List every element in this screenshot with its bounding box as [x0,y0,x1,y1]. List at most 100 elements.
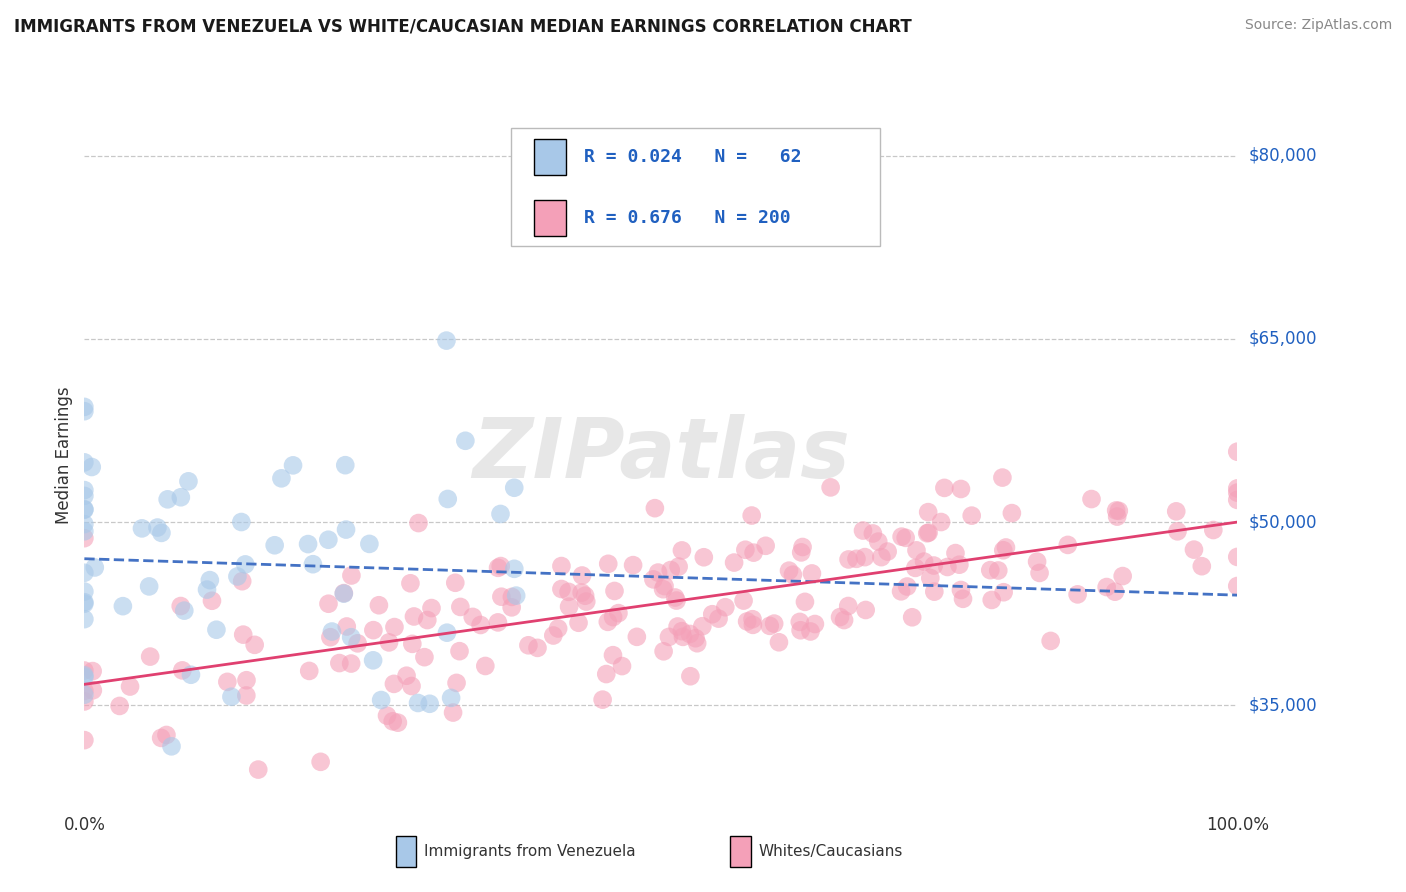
Point [73,524,96,539]
Point [73,400,96,414]
Point [83,560,105,574]
Point [1166,504,1188,518]
Point [890,530,912,544]
Point [172,664,194,678]
Point [652,644,675,658]
Point [644,501,666,516]
Point [1080,491,1102,506]
Point [896,580,918,594]
Text: R = 0.676   N = 200: R = 0.676 N = 200 [583,210,790,227]
Point [1001,506,1024,520]
Point [1104,584,1126,599]
Point [929,515,952,529]
Point [370,693,392,707]
Point [741,612,763,626]
Point [741,508,763,523]
Point [574,589,596,603]
Point [235,673,257,688]
Point [381,714,404,729]
Point [804,617,827,632]
Point [1056,538,1078,552]
Point [838,552,860,566]
Point [799,624,821,639]
Point [420,601,443,615]
Point [233,558,256,572]
Point [934,481,956,495]
FancyBboxPatch shape [730,836,751,867]
Point [501,600,523,615]
Point [73,483,96,497]
Point [150,731,173,745]
Point [297,537,319,551]
Point [945,546,967,560]
Point [73,566,96,580]
Point [486,561,509,575]
Point [571,568,593,582]
Point [1182,542,1205,557]
Point [150,525,173,540]
Text: $35,000: $35,000 [1249,696,1317,714]
Point [399,576,422,591]
Point [901,610,924,624]
Point [73,455,96,469]
Point [679,669,702,683]
Point [470,618,492,632]
Point [173,604,195,618]
Point [595,667,617,681]
Point [654,579,676,593]
Point [73,489,96,503]
Point [755,539,778,553]
Point [80,460,103,475]
Point [221,690,243,704]
Point [489,559,512,574]
Point [333,587,356,601]
Point [340,568,363,582]
Point [602,610,624,624]
Point [733,593,755,607]
Point [235,689,257,703]
Text: $65,000: $65,000 [1249,330,1317,348]
Point [441,706,464,720]
Y-axis label: Median Earnings: Median Earnings [55,386,73,524]
Point [333,586,356,600]
Point [346,636,368,650]
Point [402,609,425,624]
Point [73,517,96,532]
Point [567,615,589,630]
Point [949,482,972,496]
Point [378,635,401,649]
Text: $80,000: $80,000 [1249,147,1317,165]
Point [991,470,1014,484]
Point [359,537,381,551]
Point [177,475,200,489]
Point [321,624,343,639]
Point [118,680,141,694]
Point [73,584,96,599]
Point [73,502,96,516]
Point [408,516,430,530]
Point [778,564,800,578]
Point [406,696,429,710]
Point [247,763,270,777]
Point [820,480,842,494]
Point [917,505,939,519]
Point [557,585,579,599]
Point [436,491,458,506]
Point [449,599,471,614]
Point [486,615,509,630]
Point [890,584,912,599]
Point [298,664,321,678]
Point [734,542,756,557]
Point [693,550,716,565]
Point [231,515,253,529]
Point [664,591,686,605]
Point [647,566,669,580]
Point [436,625,458,640]
Point [474,659,496,673]
Point [702,607,724,622]
Point [679,627,702,641]
Point [243,638,266,652]
Point [550,582,572,596]
Point [832,613,855,627]
Text: ZIPatlas: ZIPatlas [472,415,849,495]
